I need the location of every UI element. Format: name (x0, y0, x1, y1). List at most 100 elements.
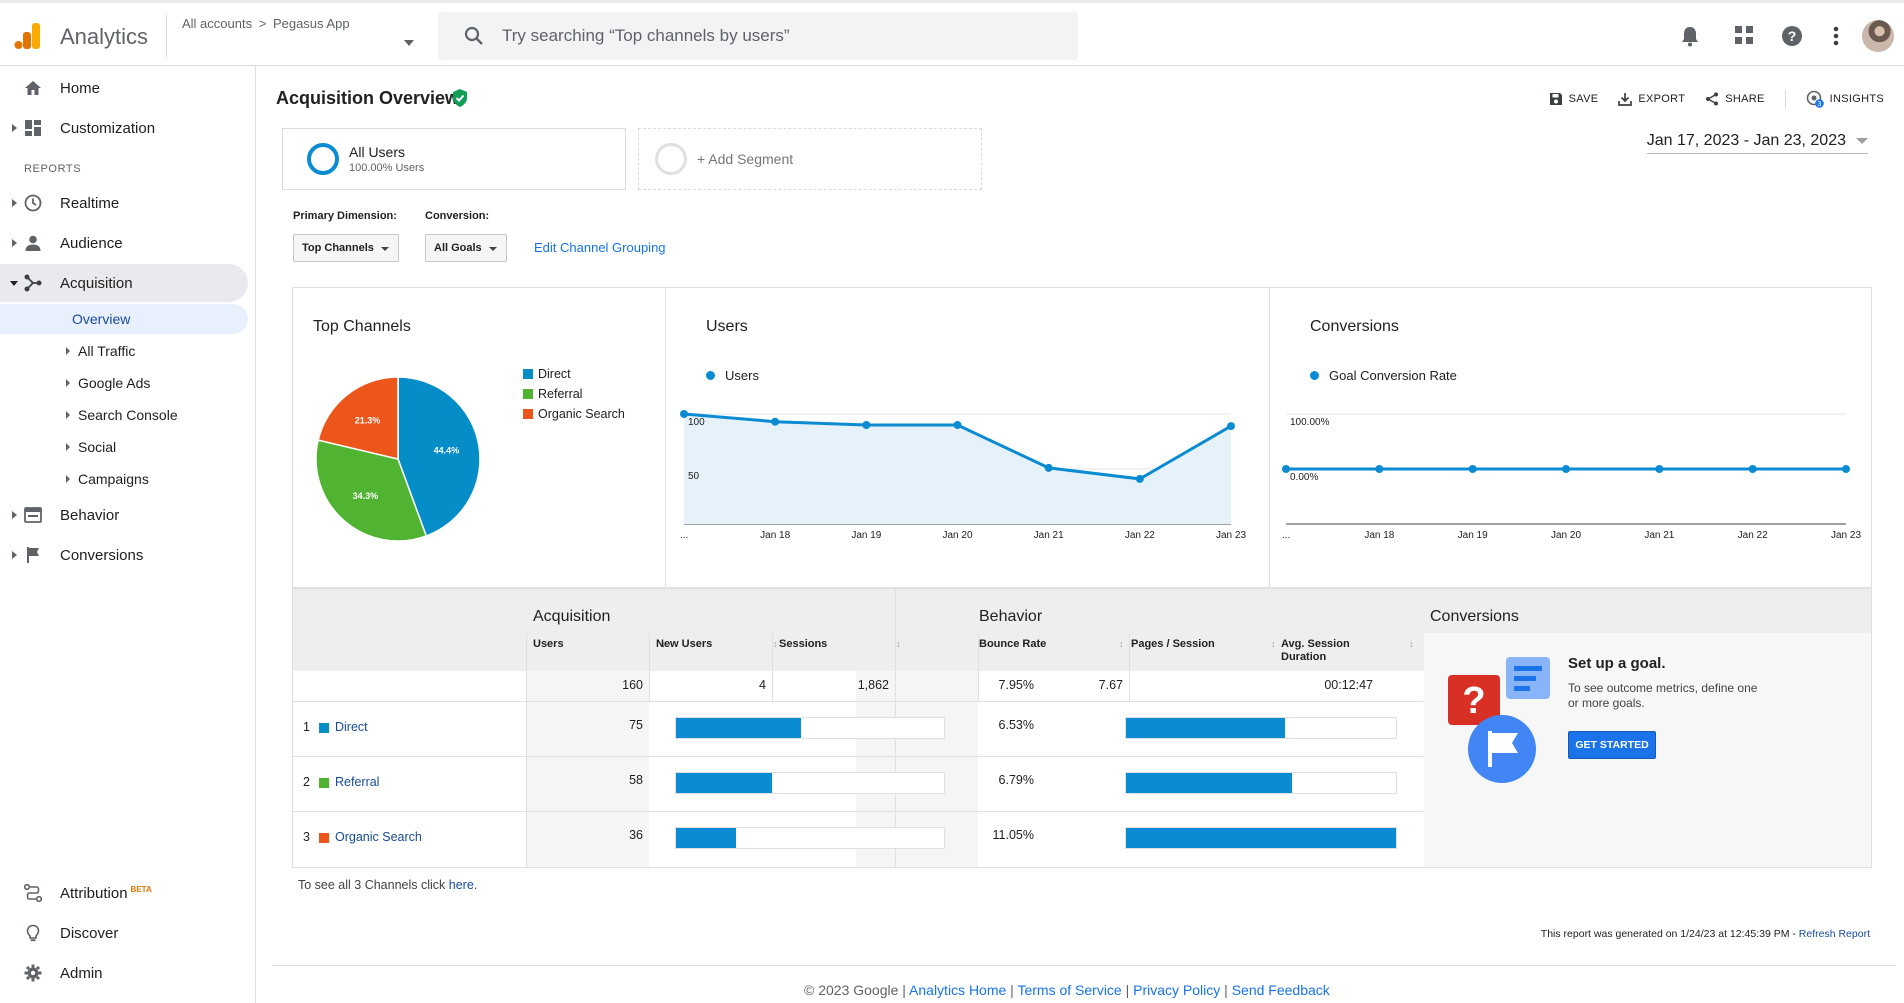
add-segment-button[interactable]: + Add Segment (638, 128, 982, 190)
pie-slice-direct[interactable] (397, 376, 481, 537)
account-dropdown-icon[interactable] (404, 40, 414, 46)
help-icon[interactable]: ? (1781, 25, 1803, 47)
get-started-button[interactable]: GET STARTED (1568, 731, 1656, 759)
refresh-report-link[interactable]: Refresh Report (1798, 928, 1870, 940)
search-bar[interactable] (438, 12, 1078, 60)
segment-name: All Users (349, 144, 406, 160)
page-title: Acquisition Overview (276, 88, 460, 108)
row-channel-link[interactable]: Organic Search (335, 830, 422, 844)
data-point[interactable] (1227, 422, 1235, 431)
sidebar-item-label: Customization (60, 119, 156, 137)
col-bounce-rate[interactable]: Bounce Rate (979, 638, 1047, 650)
row-users: 75 (629, 718, 643, 732)
x-tick-label: Jan 21 (1034, 530, 1064, 541)
data-point[interactable] (1562, 465, 1570, 473)
sidebar-item-attribution[interactable]: Attribution BETA (0, 874, 248, 912)
pie-slice-label: 21.3% (355, 415, 381, 425)
search-input[interactable] (502, 12, 1062, 60)
data-point[interactable] (1468, 465, 1477, 473)
sidebar-item-realtime[interactable]: Realtime (0, 184, 248, 222)
users-bar-fill (676, 718, 801, 738)
legend-swatch (523, 389, 533, 399)
data-point[interactable] (1044, 463, 1053, 472)
x-tick-label: Jan 22 (1125, 530, 1155, 541)
sort-icon[interactable]: ↕ (1409, 639, 1414, 649)
users-bar (675, 772, 945, 794)
sidebar-item-conversions[interactable]: Conversions (0, 536, 248, 574)
insights-button[interactable]: 3 INSIGHTS (1806, 90, 1884, 108)
col-new-users[interactable]: New Users (656, 638, 713, 650)
x-tick-label: Jan 21 (1644, 530, 1674, 541)
row-channel-link[interactable]: Direct (335, 720, 368, 734)
footer-sep: | (1220, 982, 1232, 998)
sidebar-subitem-social[interactable]: Social (0, 432, 248, 462)
col-pages-session[interactable]: Pages / Session (1131, 638, 1215, 650)
see-all-link[interactable]: here (448, 878, 474, 892)
sidebar-item-admin[interactable]: Admin (0, 954, 248, 992)
pie-slice-referral[interactable] (315, 439, 428, 542)
see-all-channels: To see all 3 Channels click here. (298, 878, 477, 892)
data-point[interactable] (1282, 465, 1290, 473)
col-sessions[interactable]: Sessions (779, 638, 828, 650)
sort-icon[interactable]: ↕ (1119, 639, 1124, 649)
sidebar-item-discover[interactable]: Discover (0, 914, 248, 952)
apps-icon[interactable] (1734, 25, 1754, 45)
col-avg-session-duration[interactable]: Avg. Session Duration (1281, 638, 1350, 663)
data-point[interactable] (1748, 465, 1757, 473)
sidebar-subitem-label: Google Ads (78, 375, 151, 391)
export-button[interactable]: EXPORT (1618, 90, 1685, 108)
sidebar-subitem-campaigns[interactable]: Campaigns (0, 464, 248, 494)
privacy-link[interactable]: Privacy Policy (1133, 982, 1221, 998)
save-label: SAVE (1568, 93, 1599, 105)
more-vert-icon[interactable] (1832, 25, 1840, 47)
sidebar-subitem-google-ads[interactable]: Google Ads (0, 368, 248, 398)
data-point[interactable] (771, 417, 780, 426)
feedback-link[interactable]: Send Feedback (1231, 982, 1330, 998)
analytics-logo-icon[interactable] (14, 21, 42, 51)
save-button[interactable]: SAVE (1549, 90, 1599, 108)
data-point[interactable] (1135, 474, 1144, 483)
data-point[interactable] (1655, 465, 1664, 473)
footer-sep: | (1006, 982, 1018, 998)
date-range-value: Jan 17, 2023 - Jan 23, 2023 (1646, 132, 1846, 149)
area-fill (684, 414, 1231, 524)
avatar[interactable] (1862, 20, 1894, 52)
sort-icon[interactable]: ↕ (773, 639, 778, 649)
sidebar-item-customization[interactable]: Customization (0, 109, 248, 147)
data-point[interactable] (1842, 465, 1850, 473)
conversion-select[interactable]: All Goals (425, 234, 507, 262)
sort-desc-icon[interactable]: ↓ (661, 639, 666, 649)
analytics-home-link[interactable]: Analytics Home (909, 982, 1007, 998)
sort-icon[interactable]: ↕ (896, 639, 901, 649)
segment-all-users[interactable]: All Users 100.00% Users (282, 128, 626, 190)
data-point[interactable] (862, 421, 871, 429)
sidebar-item-home[interactable]: Home (0, 69, 248, 107)
conversions-panel: Conversions Goal Conversion Rate 100.00%… (1270, 288, 1871, 587)
date-range-picker[interactable]: Jan 17, 2023 - Jan 23, 2023 (1646, 132, 1868, 154)
pie-slice-organic-search[interactable] (317, 376, 399, 460)
download-icon (1618, 93, 1633, 106)
sidebar-item-audience[interactable]: Audience (0, 224, 248, 262)
x-tick-label: ... (680, 530, 688, 541)
terms-link[interactable]: Terms of Service (1017, 982, 1122, 998)
col-users[interactable]: Users (533, 638, 564, 650)
row-channel-link[interactable]: Referral (335, 775, 380, 789)
account-selector[interactable]: All accounts > Pegasus App (182, 16, 350, 31)
sidebar-subitem-all-traffic[interactable]: All Traffic (0, 336, 248, 366)
share-button[interactable]: SHARE (1705, 90, 1764, 108)
copyright: © 2023 Google | (804, 982, 910, 998)
primary-dimension-select[interactable]: Top Channels (293, 234, 399, 262)
report-generated: This report was generated on 1/24/23 at … (1541, 928, 1870, 940)
bell-icon[interactable] (1680, 25, 1700, 47)
data-point[interactable] (953, 421, 962, 429)
data-point[interactable] (680, 410, 688, 418)
sidebar-subitem-search-console[interactable]: Search Console (0, 400, 248, 430)
edit-channel-grouping-link[interactable]: Edit Channel Grouping (534, 240, 666, 255)
users-bar-fill (676, 828, 737, 848)
sidebar-item-acquisition[interactable]: Acquisition (0, 264, 248, 302)
data-point[interactable] (1375, 465, 1384, 473)
conversions-header (1424, 589, 1871, 633)
sort-icon[interactable]: ↕ (1271, 639, 1276, 649)
sidebar-item-behavior[interactable]: Behavior (0, 496, 248, 534)
sidebar-subitem-overview[interactable]: Overview (0, 304, 248, 334)
